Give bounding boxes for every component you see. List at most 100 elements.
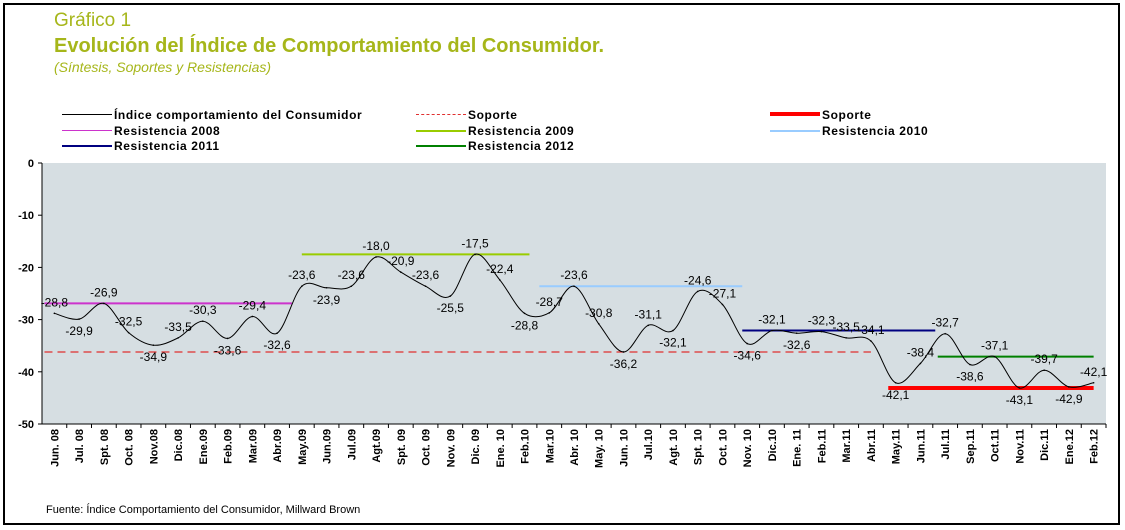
x-tick-label: Spt. 10 — [693, 429, 705, 465]
x-tick-label: Feb.12 — [1089, 429, 1101, 464]
legend-label: Resistencia 2008 — [114, 124, 221, 138]
data-label: -38,6 — [956, 369, 984, 383]
data-point — [375, 256, 377, 258]
data-label: -37,1 — [981, 339, 1009, 353]
x-tick-label: Spt. 09 — [396, 429, 408, 465]
x-tick-label: Jul.11 — [940, 429, 952, 460]
data-point — [177, 337, 179, 339]
data-point — [944, 332, 946, 335]
x-tick-label: Ene.09 — [198, 429, 210, 464]
data-point — [1068, 386, 1070, 388]
data-label: -20,9 — [387, 254, 415, 268]
data-point — [845, 337, 847, 339]
data-label: -31,1 — [635, 307, 663, 321]
y-tick-label: -50 — [18, 419, 34, 431]
data-label: -23,6 — [288, 268, 316, 282]
legend-label: Resistencia 2012 — [468, 139, 575, 153]
x-tick-label: Feb.09 — [223, 429, 235, 464]
x-tick-label: Abr.11 — [866, 429, 878, 462]
data-label: -42,1 — [1080, 365, 1108, 379]
x-tick-label: May.09 — [297, 429, 309, 465]
legend-label: Resistencia 2010 — [822, 124, 929, 138]
data-label: -30,8 — [585, 306, 613, 320]
x-tick-label: Spt. 08 — [99, 429, 111, 465]
x-tick-label: Jun.11 — [915, 429, 927, 463]
data-label: -23,9 — [313, 293, 341, 307]
data-label: -29,4 — [239, 298, 267, 312]
data-point — [78, 318, 80, 320]
data-label: -32,5 — [115, 315, 143, 329]
data-point — [969, 363, 971, 366]
x-tick-label: Dic. 09 — [470, 429, 482, 464]
data-label: -25,5 — [437, 301, 465, 315]
data-label: -32,3 — [808, 314, 836, 328]
legend-label: Soporte — [822, 108, 872, 122]
data-point — [449, 295, 452, 297]
data-point — [1043, 369, 1045, 372]
data-point — [597, 322, 600, 325]
data-label: -32,6 — [783, 338, 811, 352]
x-tick-label: Jul.09 — [346, 429, 358, 460]
x-tick-label: Abr.09 — [272, 429, 284, 463]
legend-swatch — [416, 114, 466, 115]
data-label: -29,9 — [65, 324, 93, 338]
x-tick-label: Mar.09 — [247, 429, 259, 463]
x-tick-label: Dic.10 — [767, 429, 779, 461]
x-tick-label: Jun. 08 — [49, 429, 61, 467]
data-point — [53, 312, 56, 315]
data-point — [350, 285, 353, 287]
legend-swatch — [62, 145, 112, 147]
data-point — [523, 312, 526, 315]
x-tick-label: Jul.10 — [643, 429, 655, 460]
data-point — [103, 302, 105, 305]
data-label: -32,7 — [931, 316, 959, 330]
chart-number: Gráfico 1 — [54, 10, 132, 31]
data-label: -34,9 — [140, 350, 168, 364]
data-point — [301, 285, 303, 287]
x-tick-label: Dic.11 — [1039, 429, 1051, 461]
data-point — [795, 332, 798, 334]
data-point — [251, 315, 254, 318]
data-label: -33,5 — [833, 320, 861, 334]
x-tick-label: Dic.08 — [173, 429, 185, 461]
data-label: -42,1 — [882, 388, 910, 402]
data-point — [1092, 381, 1095, 384]
data-label: -26,9 — [90, 285, 118, 299]
data-point — [474, 253, 476, 256]
data-point — [152, 344, 155, 346]
y-tick-label: 0 — [28, 158, 34, 170]
data-label: -34,6 — [734, 349, 762, 363]
data-label: -34,1 — [857, 323, 885, 337]
data-point — [276, 332, 278, 334]
data-label: -22,4 — [486, 262, 514, 276]
legend-swatch — [770, 130, 820, 132]
x-tick-label: Feb.10 — [520, 429, 532, 464]
data-point — [498, 279, 501, 281]
data-label: -33,5 — [164, 320, 192, 334]
x-tick-label: Nov. 09 — [445, 429, 457, 467]
data-label: -38,4 — [907, 345, 935, 359]
legend-swatch — [62, 114, 112, 115]
data-point — [721, 303, 724, 306]
source-note: Fuente: Índice Comportamiento del Consum… — [46, 504, 361, 516]
data-label: -32,1 — [659, 336, 687, 350]
x-tick-label: Nov.11 — [1014, 429, 1026, 464]
data-point — [993, 355, 996, 358]
data-point — [746, 342, 749, 345]
x-tick-label: Oct. 09 — [421, 429, 433, 466]
x-tick-label: Ene. 10 — [495, 429, 507, 468]
data-label: -18,0 — [362, 239, 390, 253]
data-point — [1018, 387, 1021, 389]
x-tick-label: Mar.11 — [841, 429, 853, 463]
x-tick-label: Feb.11 — [816, 429, 828, 463]
data-point — [424, 285, 427, 287]
chart-title: Evolución del Índice de Comportamiento d… — [54, 35, 605, 57]
x-tick-label: Ene. 11 — [792, 429, 804, 467]
x-tick-label: Oct. 10 — [717, 429, 729, 466]
data-label: -30,3 — [189, 303, 217, 317]
data-point — [202, 320, 204, 322]
legend-swatch — [770, 112, 820, 116]
legend-label: Soporte — [468, 108, 518, 122]
x-tick-label: Nov.08 — [148, 429, 160, 464]
